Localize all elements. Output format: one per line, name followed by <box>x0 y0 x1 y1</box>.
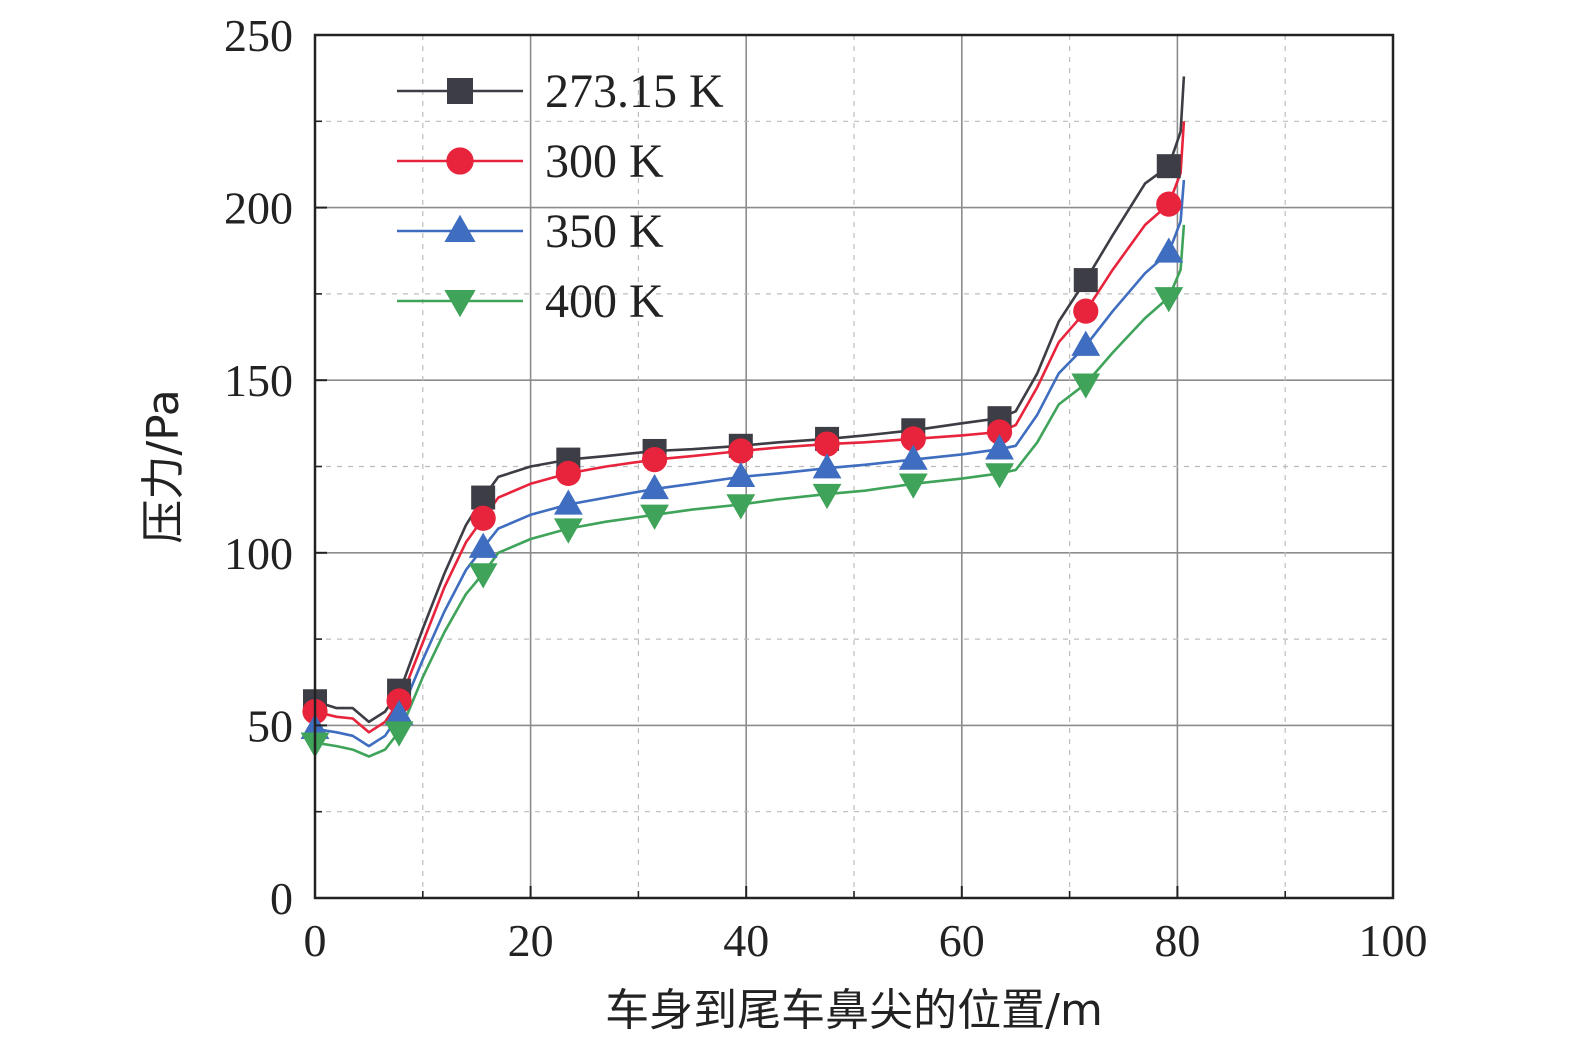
x-tick-label: 20 <box>508 915 554 966</box>
triangle-up-marker <box>444 214 476 243</box>
y-tick-label: 50 <box>247 700 293 751</box>
circle-marker <box>1073 298 1099 324</box>
y-tick-label: 0 <box>270 873 293 924</box>
series-lines <box>314 76 1186 758</box>
circle-marker <box>555 460 581 487</box>
square-marker <box>447 78 473 104</box>
circle-marker <box>900 426 926 452</box>
circle-marker <box>728 438 754 464</box>
triangle-down-marker <box>640 504 669 530</box>
x-tick-label: 80 <box>1154 915 1200 966</box>
triangle-up-marker <box>553 489 583 515</box>
triangle-down-marker <box>1071 373 1101 399</box>
series-line-1 <box>314 121 1186 734</box>
series-line-0 <box>314 76 1186 724</box>
series-line-2 <box>314 179 1186 748</box>
square-marker <box>1073 268 1098 293</box>
triangle-up-marker <box>1071 330 1101 356</box>
triangle-down-marker <box>444 289 476 318</box>
triangle-down-marker <box>726 494 756 520</box>
square-marker <box>1156 154 1181 179</box>
y-tick-label: 100 <box>224 528 293 579</box>
legend-label-2: 350 K <box>545 205 664 258</box>
y-tick-label: 250 <box>224 10 293 61</box>
square-marker <box>471 485 496 510</box>
triangle-up-marker <box>640 473 669 500</box>
triangle-down-marker <box>553 518 583 544</box>
triangle-down-marker <box>468 563 498 589</box>
y-tick-label: 150 <box>224 355 293 406</box>
triangle-up-marker <box>812 453 842 479</box>
x-tick-label: 60 <box>939 915 985 966</box>
circle-marker <box>1156 191 1182 217</box>
circle-marker <box>814 431 840 457</box>
circle-marker <box>446 147 474 175</box>
triangle-up-marker <box>898 444 928 470</box>
x-axis-title: 车身到尾车鼻尖的位置/m <box>605 985 1103 1036</box>
legend-label-0: 273.15 K <box>545 65 724 118</box>
circle-marker <box>986 419 1013 445</box>
triangle-up-marker <box>468 532 498 558</box>
legend-label-1: 300 K <box>545 135 664 188</box>
legend-label-3: 400 K <box>545 275 664 328</box>
axis-ticks: 0 20 40 60 80 100 0 50 100 150 200 250 <box>224 10 1428 966</box>
series-markers <box>300 154 1184 758</box>
triangle-up-marker <box>726 461 756 488</box>
triangle-up-marker <box>1154 237 1184 263</box>
x-tick-label: 0 <box>304 915 327 966</box>
circle-marker <box>470 505 496 531</box>
circle-marker <box>641 446 668 473</box>
triangle-down-marker <box>898 473 928 499</box>
x-tick-label: 40 <box>723 915 769 966</box>
triangle-up-marker <box>985 434 1014 460</box>
triangle-down-marker <box>1154 287 1184 313</box>
y-axis-title: 压力/Pa <box>138 389 189 543</box>
x-tick-label: 100 <box>1359 915 1428 966</box>
legend: 273.15 K 300 K 350 K 400 K <box>397 65 724 328</box>
y-tick-label: 200 <box>224 183 293 234</box>
series-line-3 <box>314 224 1186 758</box>
triangle-down-marker <box>985 463 1014 489</box>
triangle-up-marker <box>384 699 414 726</box>
triangle-down-marker <box>812 483 842 510</box>
triangle-down-marker <box>384 721 414 747</box>
